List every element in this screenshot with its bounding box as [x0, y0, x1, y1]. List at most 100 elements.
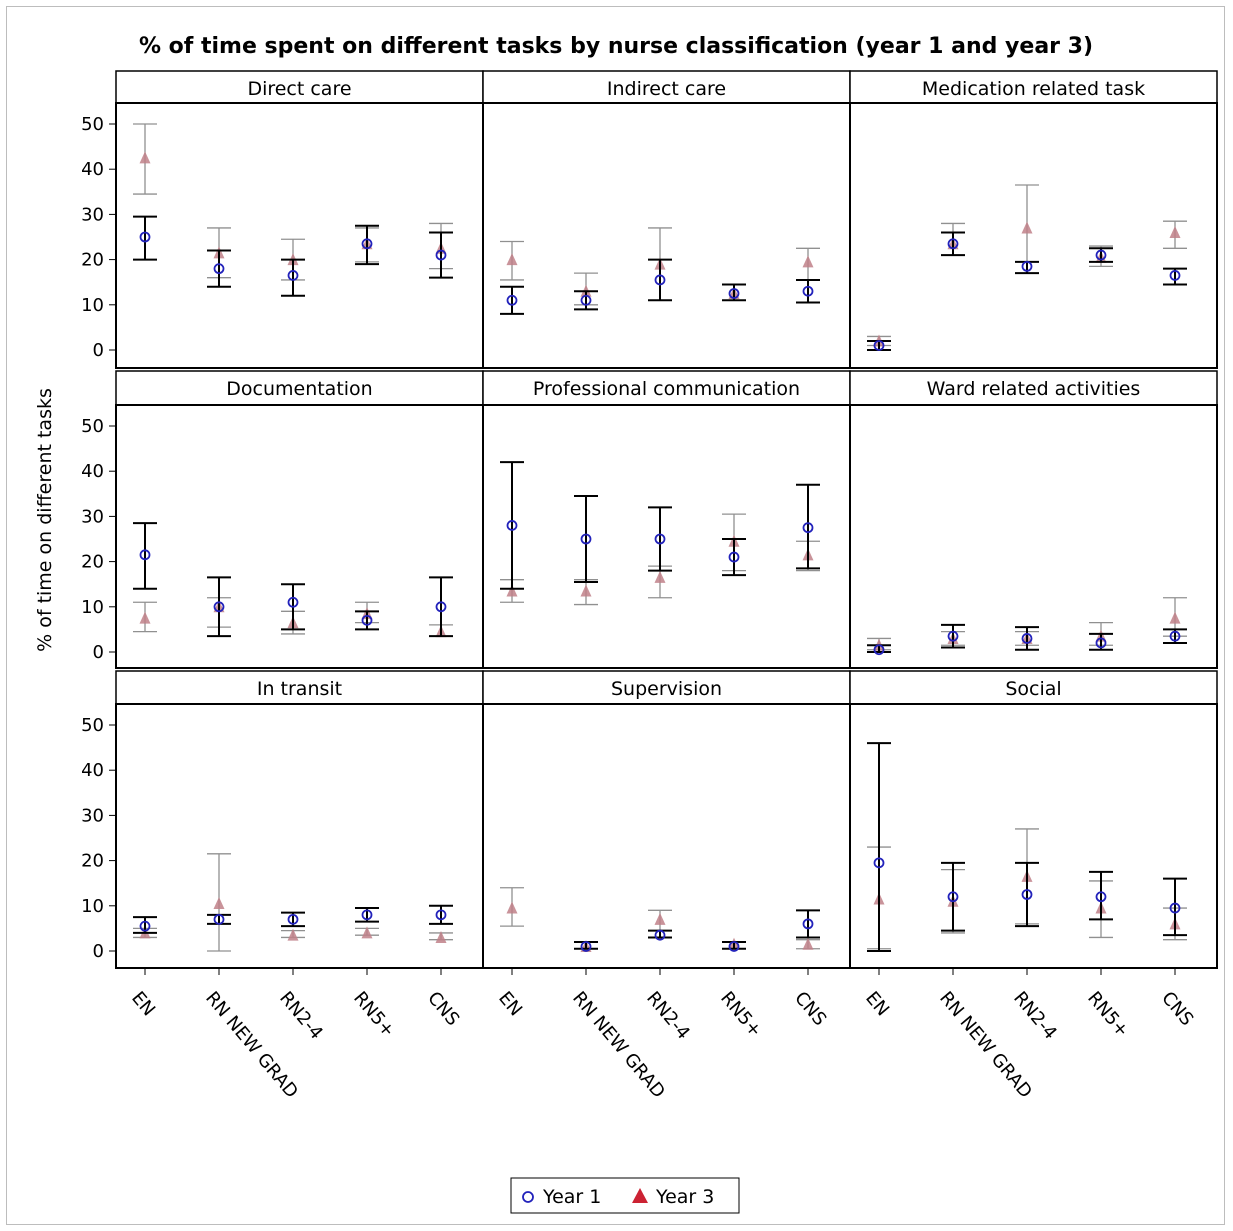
y-tick-label: 40 — [81, 461, 104, 482]
panel-title: Social — [1005, 678, 1061, 700]
legend-year3-label: Year 3 — [655, 1186, 714, 1208]
year3-point — [139, 151, 151, 164]
year1-point — [1169, 270, 1181, 281]
year3-point — [1169, 225, 1181, 238]
panel-strip — [849, 670, 1218, 705]
panel-plot-area — [115, 102, 484, 369]
legend-box — [510, 1177, 740, 1214]
panel-plot-area — [849, 404, 1218, 669]
y-tick-label: 10 — [81, 896, 104, 917]
y-tick-label: 50 — [81, 715, 104, 736]
y-tick-label: 40 — [81, 760, 104, 781]
year1-point — [287, 596, 299, 608]
year1-point — [654, 533, 666, 545]
year1-point — [654, 929, 666, 941]
panel-title: Direct care — [247, 78, 351, 100]
year3-point — [654, 912, 666, 925]
year1-point — [728, 941, 740, 952]
panel-title: Professional communication — [533, 378, 800, 400]
y-tick-label: 40 — [81, 159, 104, 180]
year1-point — [1021, 260, 1033, 272]
panel-plot-area — [482, 404, 851, 669]
year1-point — [873, 644, 885, 656]
y-tick-label: 0 — [93, 941, 104, 962]
year3-point — [435, 930, 447, 943]
year3-point — [1169, 611, 1181, 624]
year3-point — [506, 584, 518, 597]
year3-point — [506, 253, 518, 266]
year1-point — [287, 913, 299, 925]
y-tick-label: 10 — [81, 295, 104, 316]
panel-plot-area — [115, 703, 484, 969]
year1-point — [1169, 902, 1181, 914]
year1-point — [728, 288, 740, 299]
year1-point — [802, 285, 814, 297]
year1-point — [1169, 630, 1181, 642]
y-tick-label: 20 — [81, 851, 104, 872]
year3-point — [654, 570, 666, 583]
year1-point — [435, 601, 447, 613]
year1-point — [947, 891, 959, 903]
year1-point — [947, 238, 959, 250]
panel-plot-area — [849, 703, 1218, 969]
year1-point — [435, 909, 447, 921]
year3-point — [580, 584, 592, 597]
year3-point — [213, 897, 225, 910]
year1-point — [213, 913, 225, 925]
legend-year1-label: Year 1 — [542, 1186, 601, 1208]
year3-point — [802, 937, 814, 950]
year1-point — [361, 614, 373, 626]
year1-point — [654, 274, 666, 286]
year1-point — [728, 551, 740, 563]
panel-strip — [849, 370, 1218, 406]
x-tick-label: RN5+ — [349, 988, 399, 1042]
year1-point — [139, 231, 151, 243]
year1-point — [287, 270, 299, 281]
panel-title: Ward related activities — [927, 378, 1141, 400]
year1-point — [580, 533, 592, 545]
year1-point — [506, 294, 518, 306]
year1-point — [1095, 891, 1107, 903]
year1-point — [1021, 633, 1033, 644]
panel-title: Indirect care — [607, 78, 726, 100]
y-tick-label: 50 — [81, 114, 104, 135]
x-tick-label: CNS — [1157, 988, 1197, 1030]
year1-point — [1095, 637, 1107, 649]
year1-point — [1021, 889, 1033, 900]
legend-year3-marker — [632, 1188, 648, 1203]
year1-point — [1095, 249, 1107, 261]
x-tick-label: CNS — [423, 988, 463, 1030]
x-tick-label: EN — [127, 988, 159, 1021]
y-tick-label: 20 — [81, 552, 104, 573]
year3-point — [287, 928, 299, 941]
year1-point — [361, 909, 373, 921]
legend-year1-marker — [522, 1191, 534, 1203]
panel-strip — [482, 370, 851, 406]
panel-strip — [849, 70, 1218, 104]
y-tick-label: 0 — [93, 340, 104, 361]
year1-point — [580, 941, 592, 952]
panel-plot-area — [482, 102, 851, 369]
panel-title: Documentation — [226, 378, 372, 400]
year1-point — [139, 549, 151, 561]
x-tick-label: RN5+ — [1083, 988, 1133, 1042]
panel-strip — [115, 70, 484, 104]
year1-point — [873, 340, 885, 351]
year3-point — [802, 255, 814, 268]
year3-point — [139, 611, 151, 624]
y-tick-label: 10 — [81, 597, 104, 618]
x-tick-label: RN5+ — [716, 988, 766, 1042]
y-tick-label: 30 — [81, 506, 104, 527]
chart-title: % of time spent on different tasks by nu… — [139, 34, 1093, 59]
year1-point — [802, 918, 814, 930]
year3-point — [506, 901, 518, 914]
year1-point — [361, 238, 373, 250]
y-axis-label: % of time on different tasks — [34, 388, 56, 652]
panel-title: Medication related task — [922, 78, 1145, 100]
panel-title: In transit — [257, 678, 342, 700]
chart-frame — [6, 6, 1225, 1225]
panel-plot-area — [849, 102, 1218, 369]
y-tick-label: 50 — [81, 416, 104, 437]
panel-title: Supervision — [611, 678, 722, 700]
